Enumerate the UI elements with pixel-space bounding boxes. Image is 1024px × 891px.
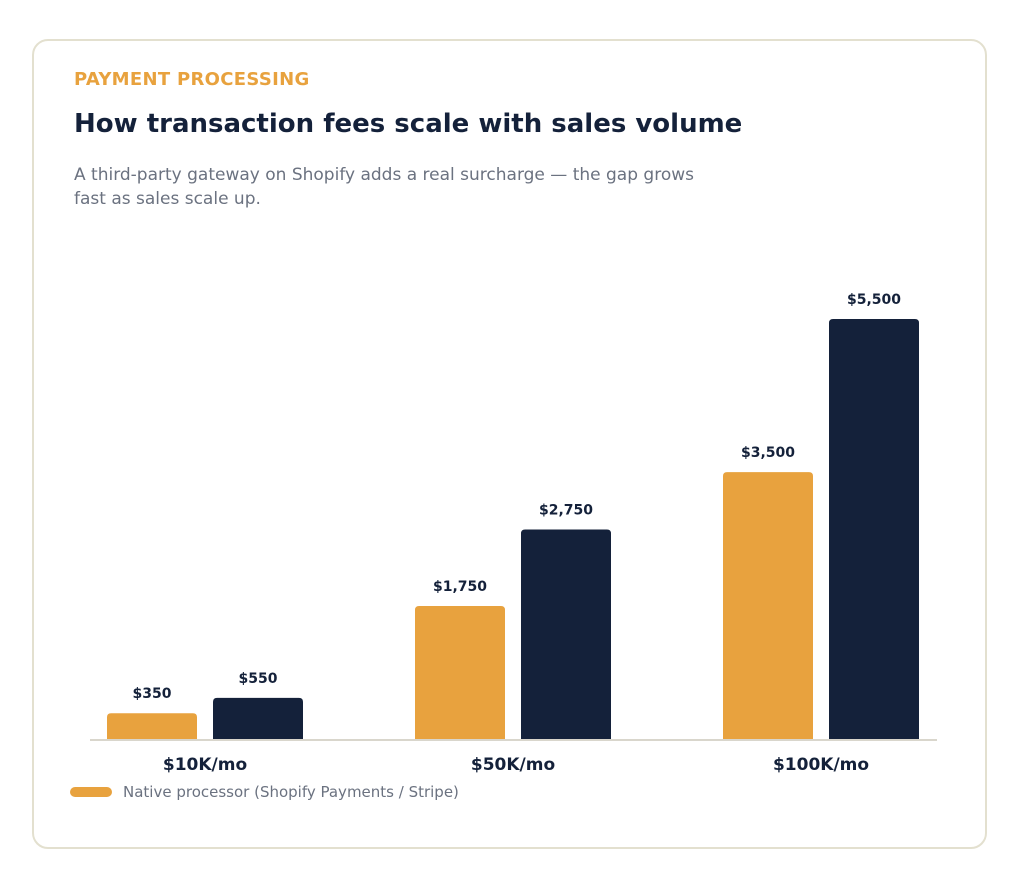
x-tick-label-3: $100K/mo (773, 755, 869, 775)
bars-layer (107, 319, 919, 740)
chart-title: How transaction fees scale with sales vo… (74, 109, 743, 139)
x-tick-label-1: $10K/mo (163, 755, 247, 775)
labels-layer: $350 $550 $10K/mo $1,750 $2,750 $50K/mo $3,500… (133, 292, 902, 775)
data-label-series2-2: $2,750 (539, 503, 593, 519)
data-label-series1-3: $3,500 (741, 445, 795, 461)
bar-series2-2 (521, 529, 611, 740)
data-label-series2-1: $550 (239, 671, 278, 687)
bar-series1-1 (107, 713, 197, 740)
eyebrow-label: PAYMENT PROCESSING (74, 69, 310, 90)
bar-series1-2 (415, 606, 505, 740)
bar-series2-3 (829, 319, 919, 740)
legend-label-native: Native processor (Shopify Payments / Str… (123, 783, 459, 801)
chart-subtitle: A third-party gateway on Shopify adds a … (74, 165, 694, 209)
bar-series1-3 (723, 472, 813, 740)
bar-series2-1 (213, 697, 303, 740)
legend: Native processor (Shopify Payments / Str… (70, 783, 459, 801)
legend-swatch-native (70, 787, 112, 797)
x-tick-label-2: $50K/mo (471, 755, 555, 775)
data-label-series1-1: $350 (133, 686, 172, 702)
data-label-series2-3: $5,500 (847, 292, 901, 308)
data-label-series1-2: $1,750 (433, 579, 487, 595)
